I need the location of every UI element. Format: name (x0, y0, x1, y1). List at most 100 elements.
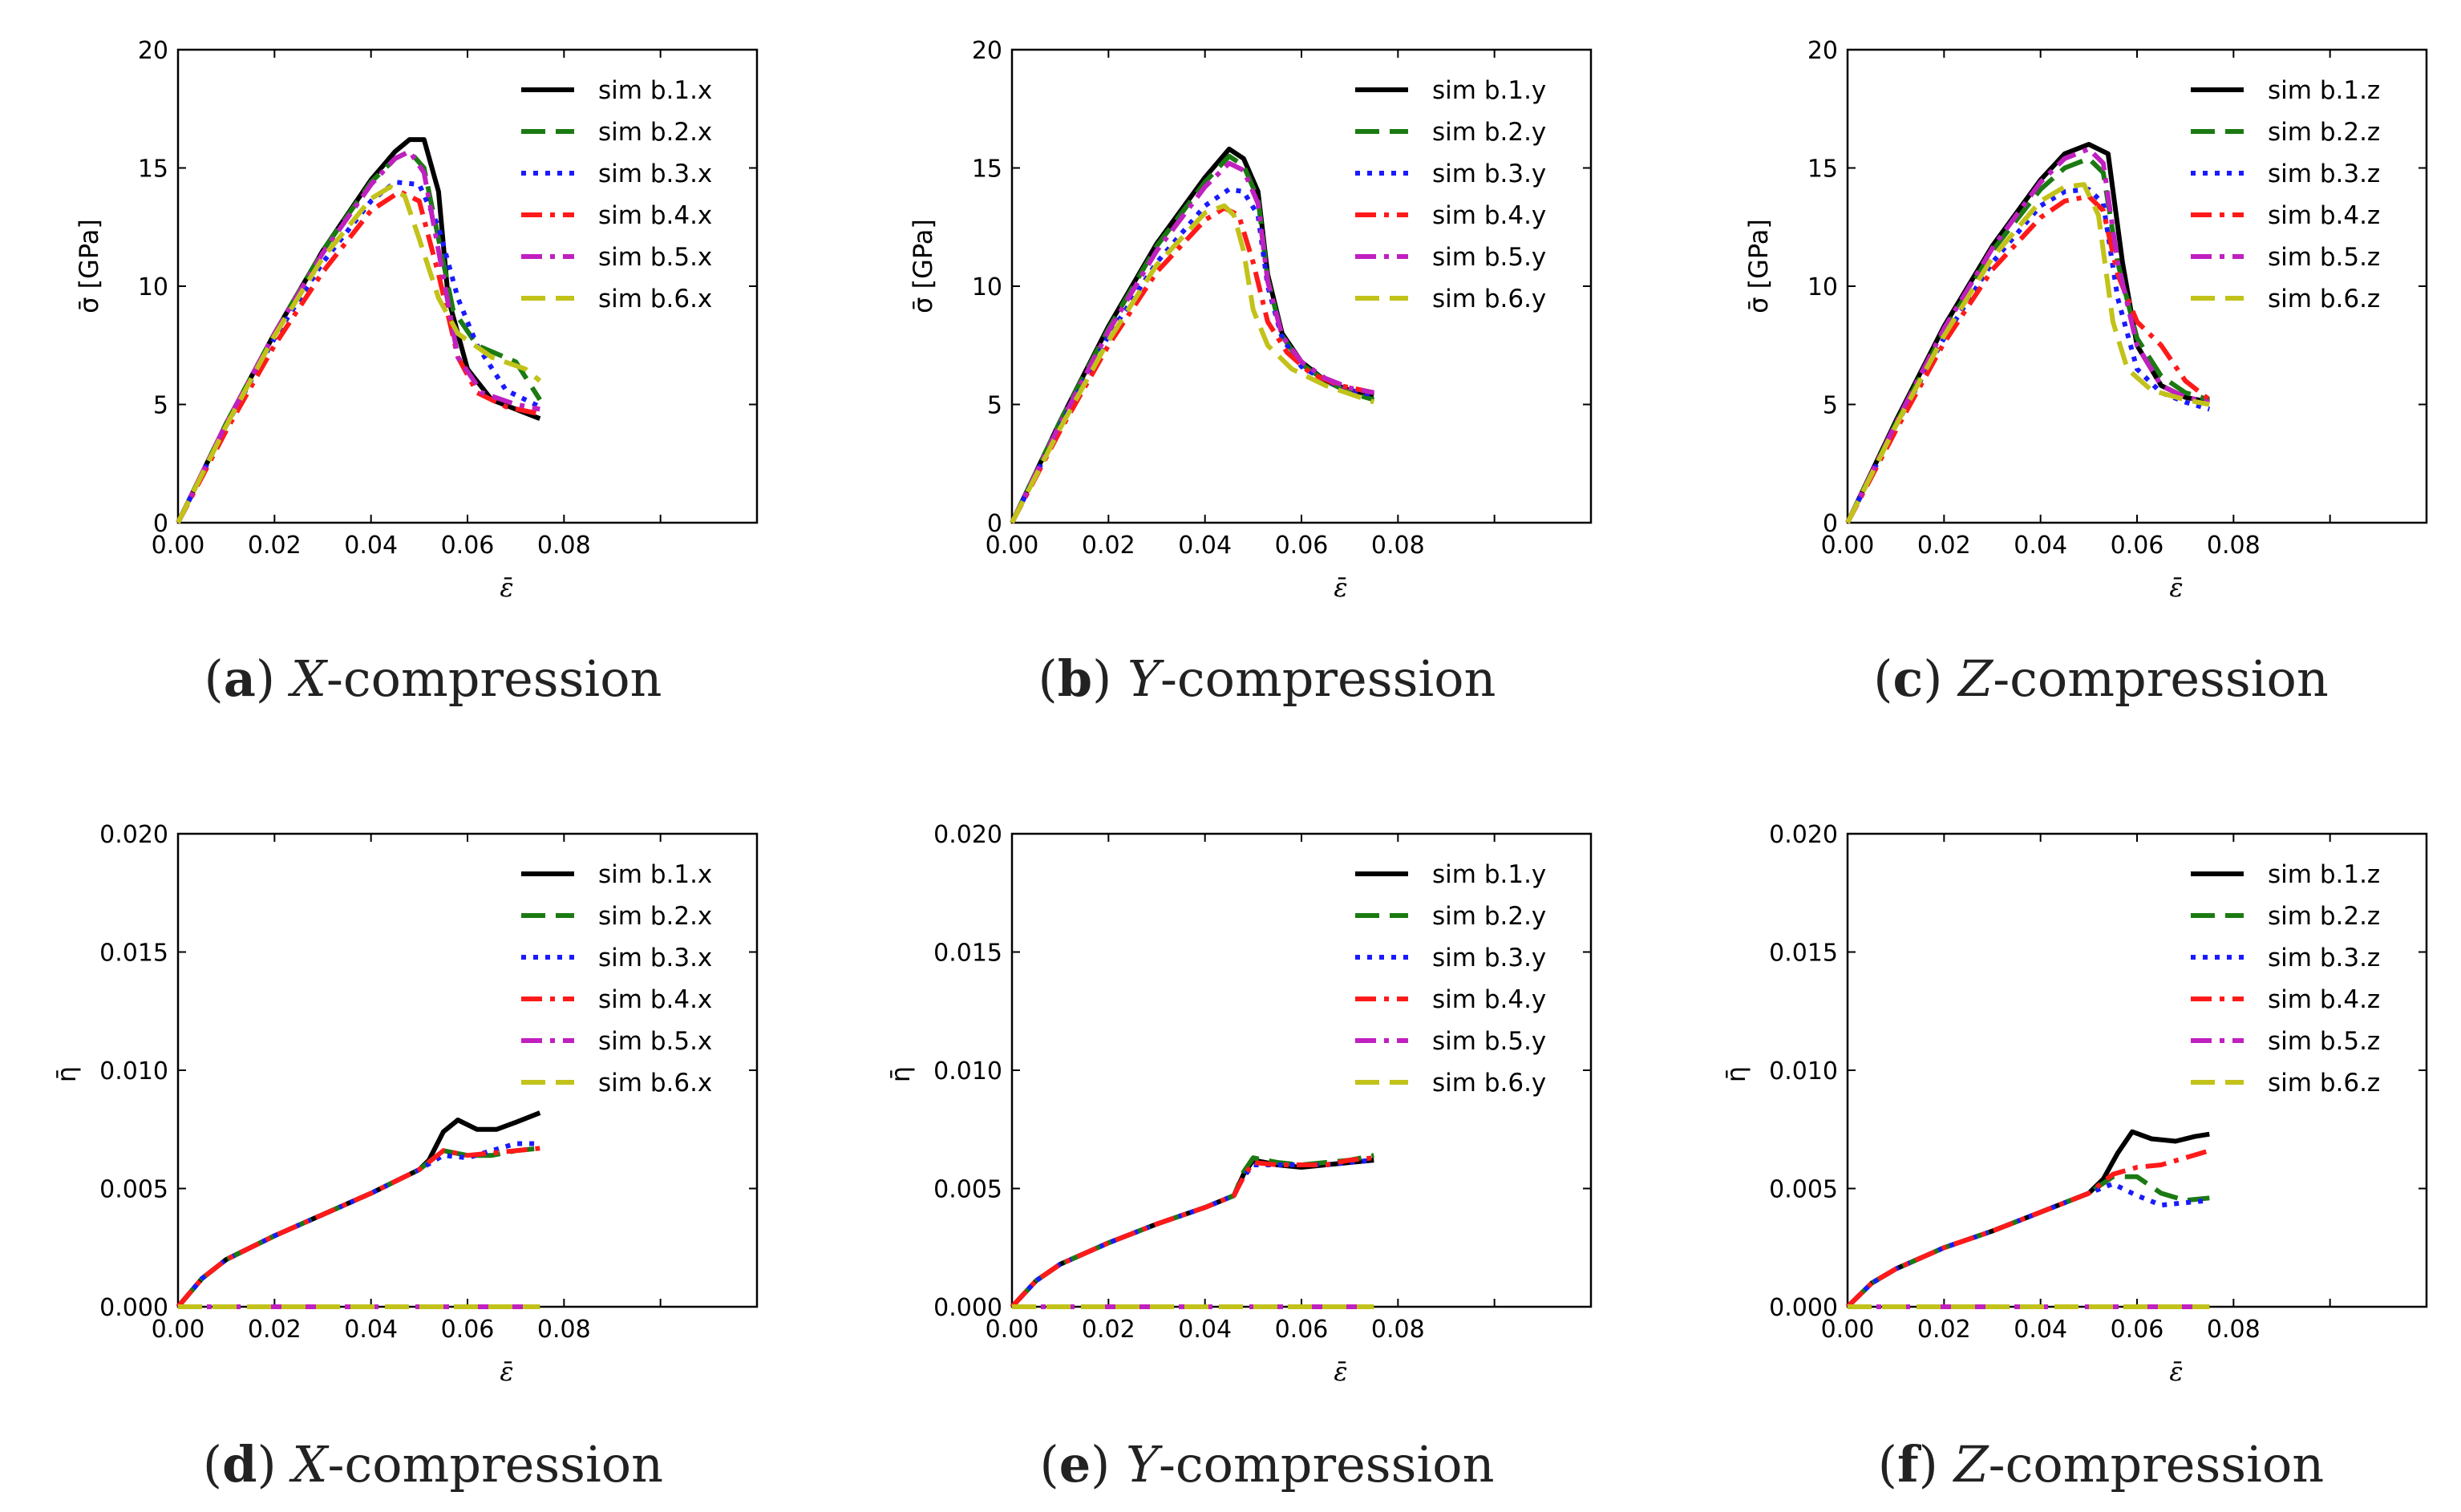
legend-label: sim b.1.z (2268, 860, 2380, 889)
x-tick-label: 0.04 (2014, 532, 2067, 560)
series-line (1845, 1129, 2210, 1309)
y-tick-label: 20 (972, 37, 1002, 65)
legend-label: sim b.4.y (1432, 201, 1546, 230)
y-tick-label: 5 (1823, 392, 1838, 420)
series-line (1010, 1155, 1374, 1309)
caption-letter: f (1897, 1435, 1921, 1494)
x-tick-label: 0.04 (2014, 1316, 2067, 1344)
caption-paren-open: ( (1039, 1435, 1058, 1494)
y-tick-label: 20 (1807, 37, 1838, 65)
y-tick-label: 0.015 (1769, 940, 1838, 968)
caption-letter: d (222, 1435, 257, 1494)
y-axis-label: η̄ (51, 1066, 82, 1082)
legend-label: sim b.2.y (1432, 902, 1546, 931)
series-line (1010, 205, 1374, 524)
x-axis-label: ε̄ (500, 1356, 513, 1387)
series-line (1845, 1148, 2211, 1309)
legend-label: sim b.5.z (2268, 1027, 2380, 1056)
x-tick-label: 0.06 (2111, 532, 2164, 560)
legend-label: sim b.4.x (598, 201, 712, 230)
panel-caption: (b) Y-compression (1038, 649, 1496, 708)
series-line (176, 137, 541, 524)
x-tick-label: 0.00 (986, 1316, 1039, 1344)
legend-label: sim b.6.z (2268, 1069, 2380, 1098)
y-tick-label: 5 (987, 392, 1002, 420)
series-line (1845, 146, 2210, 524)
caption-rest: -compression (1160, 649, 1496, 708)
panel-caption: (f) Z-compression (1878, 1435, 2324, 1494)
y-tick-label: 10 (138, 273, 168, 301)
x-tick-label: 0.08 (537, 532, 591, 560)
legend-label: sim b.6.x (598, 1069, 712, 1098)
series-line (1845, 142, 2210, 524)
legend-label: sim b.2.z (2268, 902, 2380, 931)
caption-letter: b (1058, 649, 1092, 708)
y-tick-label: 5 (153, 392, 168, 420)
caption-axis: X (288, 649, 329, 708)
caption-rest: -compression (328, 1435, 664, 1494)
x-axis-label: ε̄ (2169, 1356, 2183, 1387)
x-tick-label: 0.08 (1371, 1316, 1425, 1344)
caption-axis: Z (1953, 1435, 1989, 1494)
caption-rest: -compression (1993, 649, 2329, 708)
x-tick-label: 0.00 (1821, 532, 1875, 560)
caption-paren-close: ) (256, 649, 291, 708)
caption-paren-close: ) (1091, 1435, 1126, 1494)
series-line (1010, 160, 1374, 524)
series-line (1845, 187, 2211, 524)
y-axis-label: η̄ (1721, 1066, 1751, 1082)
y-tick-label: 0.020 (933, 821, 1002, 849)
x-tick-label: 0.00 (1821, 1316, 1875, 1344)
series-line (176, 1110, 541, 1308)
x-tick-label: 0.08 (1371, 532, 1425, 560)
x-tick-label: 0.04 (1178, 1316, 1232, 1344)
legend-label: sim b.4.x (598, 985, 712, 1014)
x-tick-label: 0.04 (344, 532, 398, 560)
caption-letter: c (1892, 649, 1923, 708)
chart-panel-d: 0.000 0.005 0.010 0.015 0.020 0.00 0.02 0.04 0.0… (51, 821, 759, 1494)
caption-rest: -compression (1159, 1435, 1495, 1494)
caption-letter: e (1059, 1435, 1091, 1494)
series-line (176, 1146, 540, 1308)
panel-caption: (a) X-compression (204, 649, 662, 708)
x-tick-label: 0.02 (1917, 1316, 1971, 1344)
caption-rest: -compression (1989, 1435, 2325, 1494)
y-tick-label: 0.010 (99, 1057, 168, 1085)
caption-axis: Y (1127, 649, 1164, 708)
chart-panel-f: 0.000 0.005 0.010 0.015 0.020 0.00 0.02 0.04 0.0… (1721, 821, 2428, 1494)
legend-label: sim b.4.z (2268, 985, 2380, 1014)
y-tick-label: 0 (987, 510, 1002, 538)
y-axis-label: σ̄ [GPa] (1743, 219, 1774, 313)
legend-label: sim b.6.y (1432, 1069, 1546, 1098)
legend-label: sim b.3.x (598, 160, 712, 188)
x-tick-label: 0.06 (441, 1316, 495, 1344)
x-axis-label: ε̄ (2169, 572, 2183, 603)
y-tick-label: 15 (1807, 156, 1838, 184)
x-tick-label: 0.06 (1275, 1316, 1329, 1344)
chart-panel-a: 0 5 10 15 20 0.00 0.02 0.04 0.06 0.08 ε̄ σ̄ [GPa] si… (74, 37, 759, 708)
series-line (1845, 1181, 2210, 1309)
series-line (176, 1141, 540, 1308)
x-tick-label: 0.02 (248, 1316, 302, 1344)
series-line (176, 184, 542, 524)
y-tick-label: 0.020 (1769, 821, 1838, 849)
caption-paren-close: ) (1919, 1435, 1954, 1494)
legend-label: sim b.5.z (2268, 243, 2380, 272)
series-line (1010, 187, 1374, 524)
caption-axis: Y (1126, 1435, 1163, 1494)
x-tick-label: 0.02 (248, 532, 302, 560)
y-tick-label: 0.005 (933, 1176, 1002, 1204)
y-axis-label: σ̄ [GPa] (908, 219, 938, 313)
x-axis-label: ε̄ (1334, 1356, 1347, 1387)
legend-label: sim b.3.z (2268, 944, 2380, 972)
x-tick-label: 0.00 (152, 1316, 205, 1344)
caption-paren-open: ( (1038, 649, 1058, 708)
panel-caption: (e) Y-compression (1039, 1435, 1494, 1494)
series-line (1010, 1158, 1374, 1309)
caption-paren-open: ( (204, 649, 224, 708)
legend-label: sim b.3.y (1432, 160, 1546, 188)
series-line (1010, 203, 1375, 524)
legend-label: sim b.6.z (2268, 285, 2380, 313)
legend-label: sim b.1.x (598, 76, 712, 105)
